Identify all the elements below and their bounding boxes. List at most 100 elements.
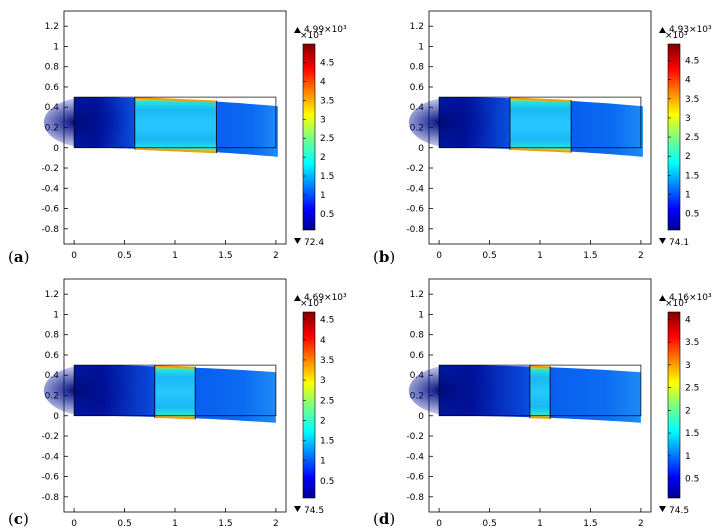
field-segment-right [216, 101, 278, 157]
y-tick-label: 0 [53, 412, 59, 422]
colorbar-tick-label: 1 [685, 452, 691, 462]
max-triangle-icon [659, 295, 666, 301]
colorbar-tick-label: 3.5 [685, 338, 699, 348]
y-tick-label: -0.8 [406, 493, 424, 503]
colorbar [302, 311, 316, 499]
y-tick-label: 1 [418, 42, 424, 52]
y-tick-label: 0 [418, 412, 424, 422]
colorbar-tick-label: 2 [685, 406, 691, 416]
colorbar-tick-label: 2 [320, 153, 326, 163]
x-tick-label: 0.5 [482, 519, 496, 529]
undeformed-outline [438, 96, 642, 149]
field-segment-middle [134, 97, 217, 153]
y-tick-label: -0.6 [406, 473, 424, 483]
min-triangle-icon [294, 238, 301, 244]
y-tick-label: 0.8 [410, 63, 425, 73]
x-tick-label: 0 [436, 519, 442, 529]
y-tick-label: -0.8 [41, 493, 59, 503]
colorbar-tick-label: 1 [685, 191, 691, 201]
undeformed-outline [73, 96, 277, 149]
x-tick-label: 1 [537, 519, 543, 529]
y-tick-label: 0.6 [410, 351, 425, 361]
y-tick-label: -0.4 [406, 452, 424, 462]
colorbar-tick-label: 4.5 [320, 316, 334, 326]
x-tick-label: 0 [71, 251, 77, 261]
colorbar-tick-label: 4 [685, 315, 691, 325]
colorbar-tick-label: 1 [320, 191, 326, 201]
y-tick-label: -0.4 [41, 452, 59, 462]
stress-edge-bottom [154, 415, 196, 420]
colorbar-tick-label: 4.5 [685, 56, 699, 66]
colorbar-tick-label: 4 [320, 77, 326, 87]
colorbar-tick-label: 2.5 [320, 396, 334, 406]
colorbar-tick-label: 3 [320, 115, 326, 125]
colorbar-tick-label: 1 [320, 457, 326, 467]
y-tick-label: 1.2 [410, 22, 424, 32]
x-tick-label: 1 [172, 519, 178, 529]
field-low-stress-core [43, 365, 135, 416]
min-triangle-icon [659, 506, 666, 512]
colorbar-tick-label: 4 [320, 336, 326, 346]
y-tick-label: -0.8 [41, 225, 59, 235]
colorbar [302, 43, 316, 231]
min-triangle-icon [659, 238, 666, 244]
colorbar-max-label: 4.16×10³ [669, 293, 712, 303]
colorbar-tick-label: 1.5 [685, 171, 699, 181]
colorbar [667, 311, 681, 499]
colorbar-tick-label: 2.5 [320, 134, 334, 144]
field-segment-right [571, 101, 643, 157]
x-tick-label: 2 [273, 251, 279, 261]
x-tick-label: 0 [436, 251, 442, 261]
y-tick-label: -0.2 [406, 164, 424, 174]
stress-edge-top [529, 365, 551, 369]
colorbar-min-label: 74.5 [304, 506, 324, 516]
max-triangle-icon [294, 27, 301, 33]
colorbar-tick-label: 3.5 [320, 356, 334, 366]
y-tick-label: 0.6 [45, 83, 60, 93]
colorbar-tick-label: 0.5 [685, 210, 699, 220]
colorbar-tick-label: 2.5 [685, 133, 699, 143]
field-low-stress-core [43, 97, 135, 148]
colorbar-min-label: 74.5 [669, 506, 689, 516]
y-tick-label: 1 [418, 310, 424, 320]
colorbar-min-label: 72.4 [304, 238, 324, 248]
panel-d: 1.210.80.60.40.20-0.2-0.4-0.6-0.800.511.… [373, 278, 712, 529]
colorbar-exponent: ×10³ [300, 31, 323, 41]
colorbar-max-label: 4.93×10³ [669, 25, 712, 35]
stress-edge-top [509, 97, 572, 102]
colorbar-tick-label: 1.5 [320, 172, 334, 182]
x-tick-label: 1.5 [218, 519, 232, 529]
stress-edge-bottom [529, 416, 551, 419]
field-segment-middle [510, 98, 572, 152]
colorbar-exponent: ×10³ [665, 299, 688, 309]
colorbar-tick-label: 4.5 [320, 59, 334, 69]
y-tick-label: 1 [53, 310, 59, 320]
colorbar-tick-label: 2 [685, 152, 691, 162]
x-tick-label: 0.5 [482, 251, 496, 261]
y-tick-label: 1 [53, 42, 59, 52]
y-tick-label: 1.2 [410, 290, 424, 300]
colorbar-tick-label: 1.5 [320, 437, 334, 447]
x-tick-label: 2 [273, 519, 279, 529]
field-segment-right [550, 367, 641, 423]
field-segment-middle [154, 366, 196, 419]
colorbar-tick-label: 3 [320, 376, 326, 386]
x-tick-label: 2 [638, 251, 644, 261]
x-tick-label: 1.5 [583, 519, 597, 529]
y-tick-label: -0.4 [41, 184, 59, 194]
x-tick-label: 1.5 [218, 251, 232, 261]
colorbar-max-label: 4.69×10³ [304, 293, 347, 303]
colorbar-tick-label: 3 [685, 361, 691, 371]
panel-label: (c) [8, 510, 29, 528]
x-tick-label: 0 [71, 519, 77, 529]
y-tick-label: 0.6 [410, 83, 425, 93]
undeformed-outline [438, 364, 642, 417]
colorbar-tick-label: 3.5 [320, 96, 334, 106]
colorbar-tick-label: 0.5 [685, 475, 699, 485]
field-segment-right [195, 367, 276, 423]
colorbar-tick-label: 4 [685, 76, 691, 86]
colorbar-tick-label: 2.5 [685, 384, 699, 394]
colorbar-tick-label: 0.5 [320, 477, 334, 487]
min-triangle-icon [294, 506, 301, 512]
